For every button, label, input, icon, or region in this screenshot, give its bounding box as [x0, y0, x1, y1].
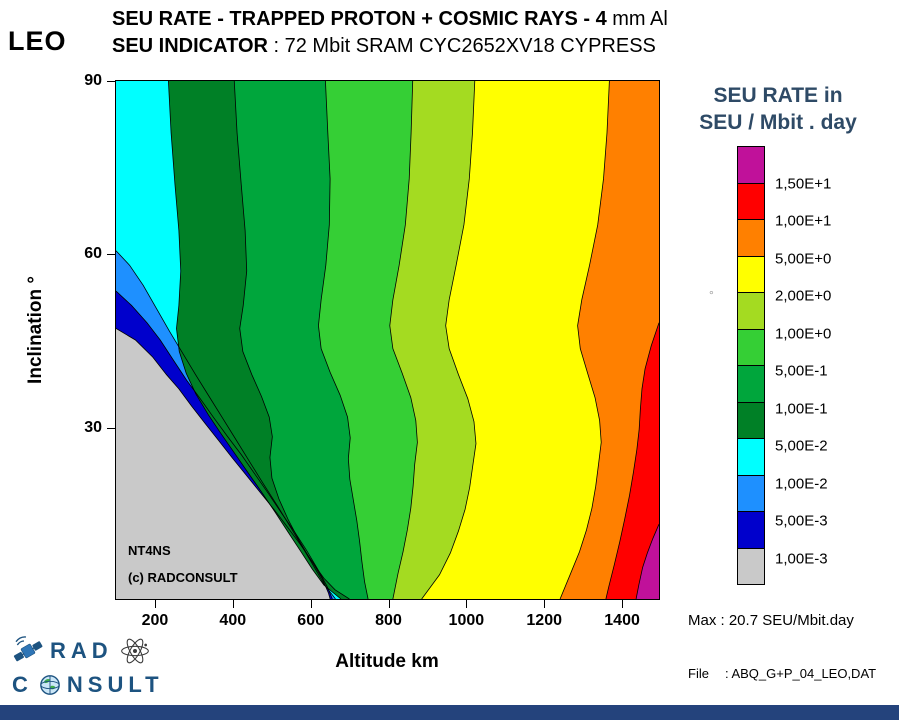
file-note-value: : ABQ_G+P_04_LEO,DAT — [724, 666, 877, 681]
colorbar-label: 1,50E+1 — [775, 175, 832, 192]
colorbar-title-line-1: SEU RATE in — [713, 84, 843, 107]
title-line-1: SEU RATE - TRAPPED PROTON + COSMIC RAYS … — [112, 6, 668, 33]
colorbar-label: 1,00E+0 — [775, 325, 832, 342]
colorbar-label: 1,00E+1 — [775, 212, 832, 230]
colorbar-cell — [737, 146, 765, 184]
colorbar-title: SEU RATE in SEU / Mbit . day — [664, 82, 892, 136]
y-tick-label: 30 — [84, 418, 102, 436]
colorbar-cell — [737, 219, 765, 257]
contour-band-1,50E+1 — [636, 524, 659, 599]
colorbar-cell — [737, 292, 765, 330]
y-tick-label: 60 — [84, 245, 102, 263]
colorbar-cell — [737, 365, 765, 403]
file-note: File : ABQ_G+P_04_LEO,DAT — [688, 666, 876, 681]
x-tick-label: 800 — [375, 612, 402, 629]
colorbar — [737, 146, 765, 585]
globe-icon — [39, 674, 61, 696]
logo-row-1: RAD — [12, 634, 164, 668]
logo-row-2: C NSULT — [12, 668, 164, 702]
y-axis-title: Inclination ° — [25, 276, 46, 384]
x-tick-label: 1200 — [526, 612, 562, 629]
contour-line — [421, 81, 477, 599]
contour-canvas — [116, 81, 659, 599]
contour-line — [389, 81, 418, 599]
colorbar-cell — [737, 255, 765, 293]
title-line-2: SEU INDICATOR : 72 Mbit SRAM CYC2652XV18… — [112, 33, 668, 60]
colorbar-label: 5,00E-3 — [775, 512, 828, 530]
colorbar-cell — [737, 438, 765, 476]
colorbar-cell — [737, 511, 765, 549]
title-line-2-bold: SEU INDICATOR — [112, 35, 268, 57]
x-tick — [388, 600, 390, 608]
radconsult-logo: RAD C — [12, 634, 164, 702]
x-tick — [310, 600, 312, 608]
logo-text-nsult: NSULT — [66, 672, 164, 697]
annotation-nt4ns: NT4NS — [128, 543, 171, 558]
x-tick-label: 1000 — [448, 612, 485, 629]
title-line-1-normal: mm Al — [606, 8, 668, 30]
satellite-icon — [12, 635, 44, 667]
colorbar-label: 1,00E-2 — [775, 475, 828, 492]
contour-line — [168, 81, 342, 599]
x-tick — [232, 600, 234, 608]
contour-line — [559, 81, 610, 599]
orbit-type-label: LEO — [8, 26, 67, 56]
colorbar-cell — [737, 182, 765, 220]
bottom-bar — [0, 705, 899, 720]
contour-line — [635, 524, 659, 599]
y-tick — [107, 427, 116, 429]
logo-text-rad: RAD — [50, 638, 113, 663]
colorbar-cell — [737, 474, 765, 512]
max-rate-note: Max : 20.7 SEU/Mbit.day — [688, 612, 854, 629]
y-tick-label: 90 — [84, 72, 102, 89]
colorbar-cell — [737, 547, 765, 585]
contour-line — [318, 81, 369, 599]
contour-line — [116, 250, 336, 599]
colorbar-label: 1,00E-1 — [775, 400, 828, 417]
colorbar-label: 5,00E-2 — [775, 437, 828, 455]
contour-line — [233, 81, 350, 599]
x-tick — [154, 600, 156, 608]
figure-title: SEU RATE - TRAPPED PROTON + COSMIC RAYS … — [112, 6, 668, 60]
x-tick — [544, 600, 546, 608]
atom-icon — [119, 635, 151, 667]
file-note-label: File — [688, 666, 709, 681]
title-line-2-normal: : 72 Mbit SRAM CYC2652XV18 CYPRESS — [267, 35, 656, 57]
title-line-1-bold: SEU RATE - TRAPPED PROTON + COSMIC RAYS … — [112, 8, 607, 30]
contour-band-1,00E+1 — [605, 322, 659, 599]
contour-line — [116, 290, 333, 599]
annotation-copyright: (c) RADCONSULT — [128, 570, 238, 585]
x-tick — [466, 600, 468, 608]
contour-line — [605, 322, 659, 599]
colorbar-cell — [737, 401, 765, 439]
stray-degree-mark: ° — [709, 288, 714, 302]
colorbar-cell — [737, 328, 765, 366]
x-tick-label: 600 — [297, 612, 324, 629]
x-tick — [622, 600, 624, 608]
x-tick-label: 1400 — [604, 612, 640, 629]
colorbar-label: 1,00E-3 — [775, 550, 828, 567]
contour-plot: NT4NS (c) RADCONSULT 200 400 600 800 1000 120… — [84, 72, 660, 629]
colorbar-label: 5,00E+0 — [775, 250, 832, 267]
y-tick — [107, 254, 116, 256]
colorbar-label: 2,00E+0 — [775, 287, 832, 305]
x-tick-label: 200 — [141, 612, 169, 629]
x-tick-label: 400 — [219, 612, 247, 629]
y-tick — [107, 81, 116, 82]
logo-text-c: C — [12, 672, 33, 697]
colorbar-label: 5,00E-1 — [775, 362, 828, 380]
x-axis-title: Altitude km — [335, 651, 439, 672]
colorbar-title-line-2: SEU / Mbit . day — [699, 111, 857, 134]
